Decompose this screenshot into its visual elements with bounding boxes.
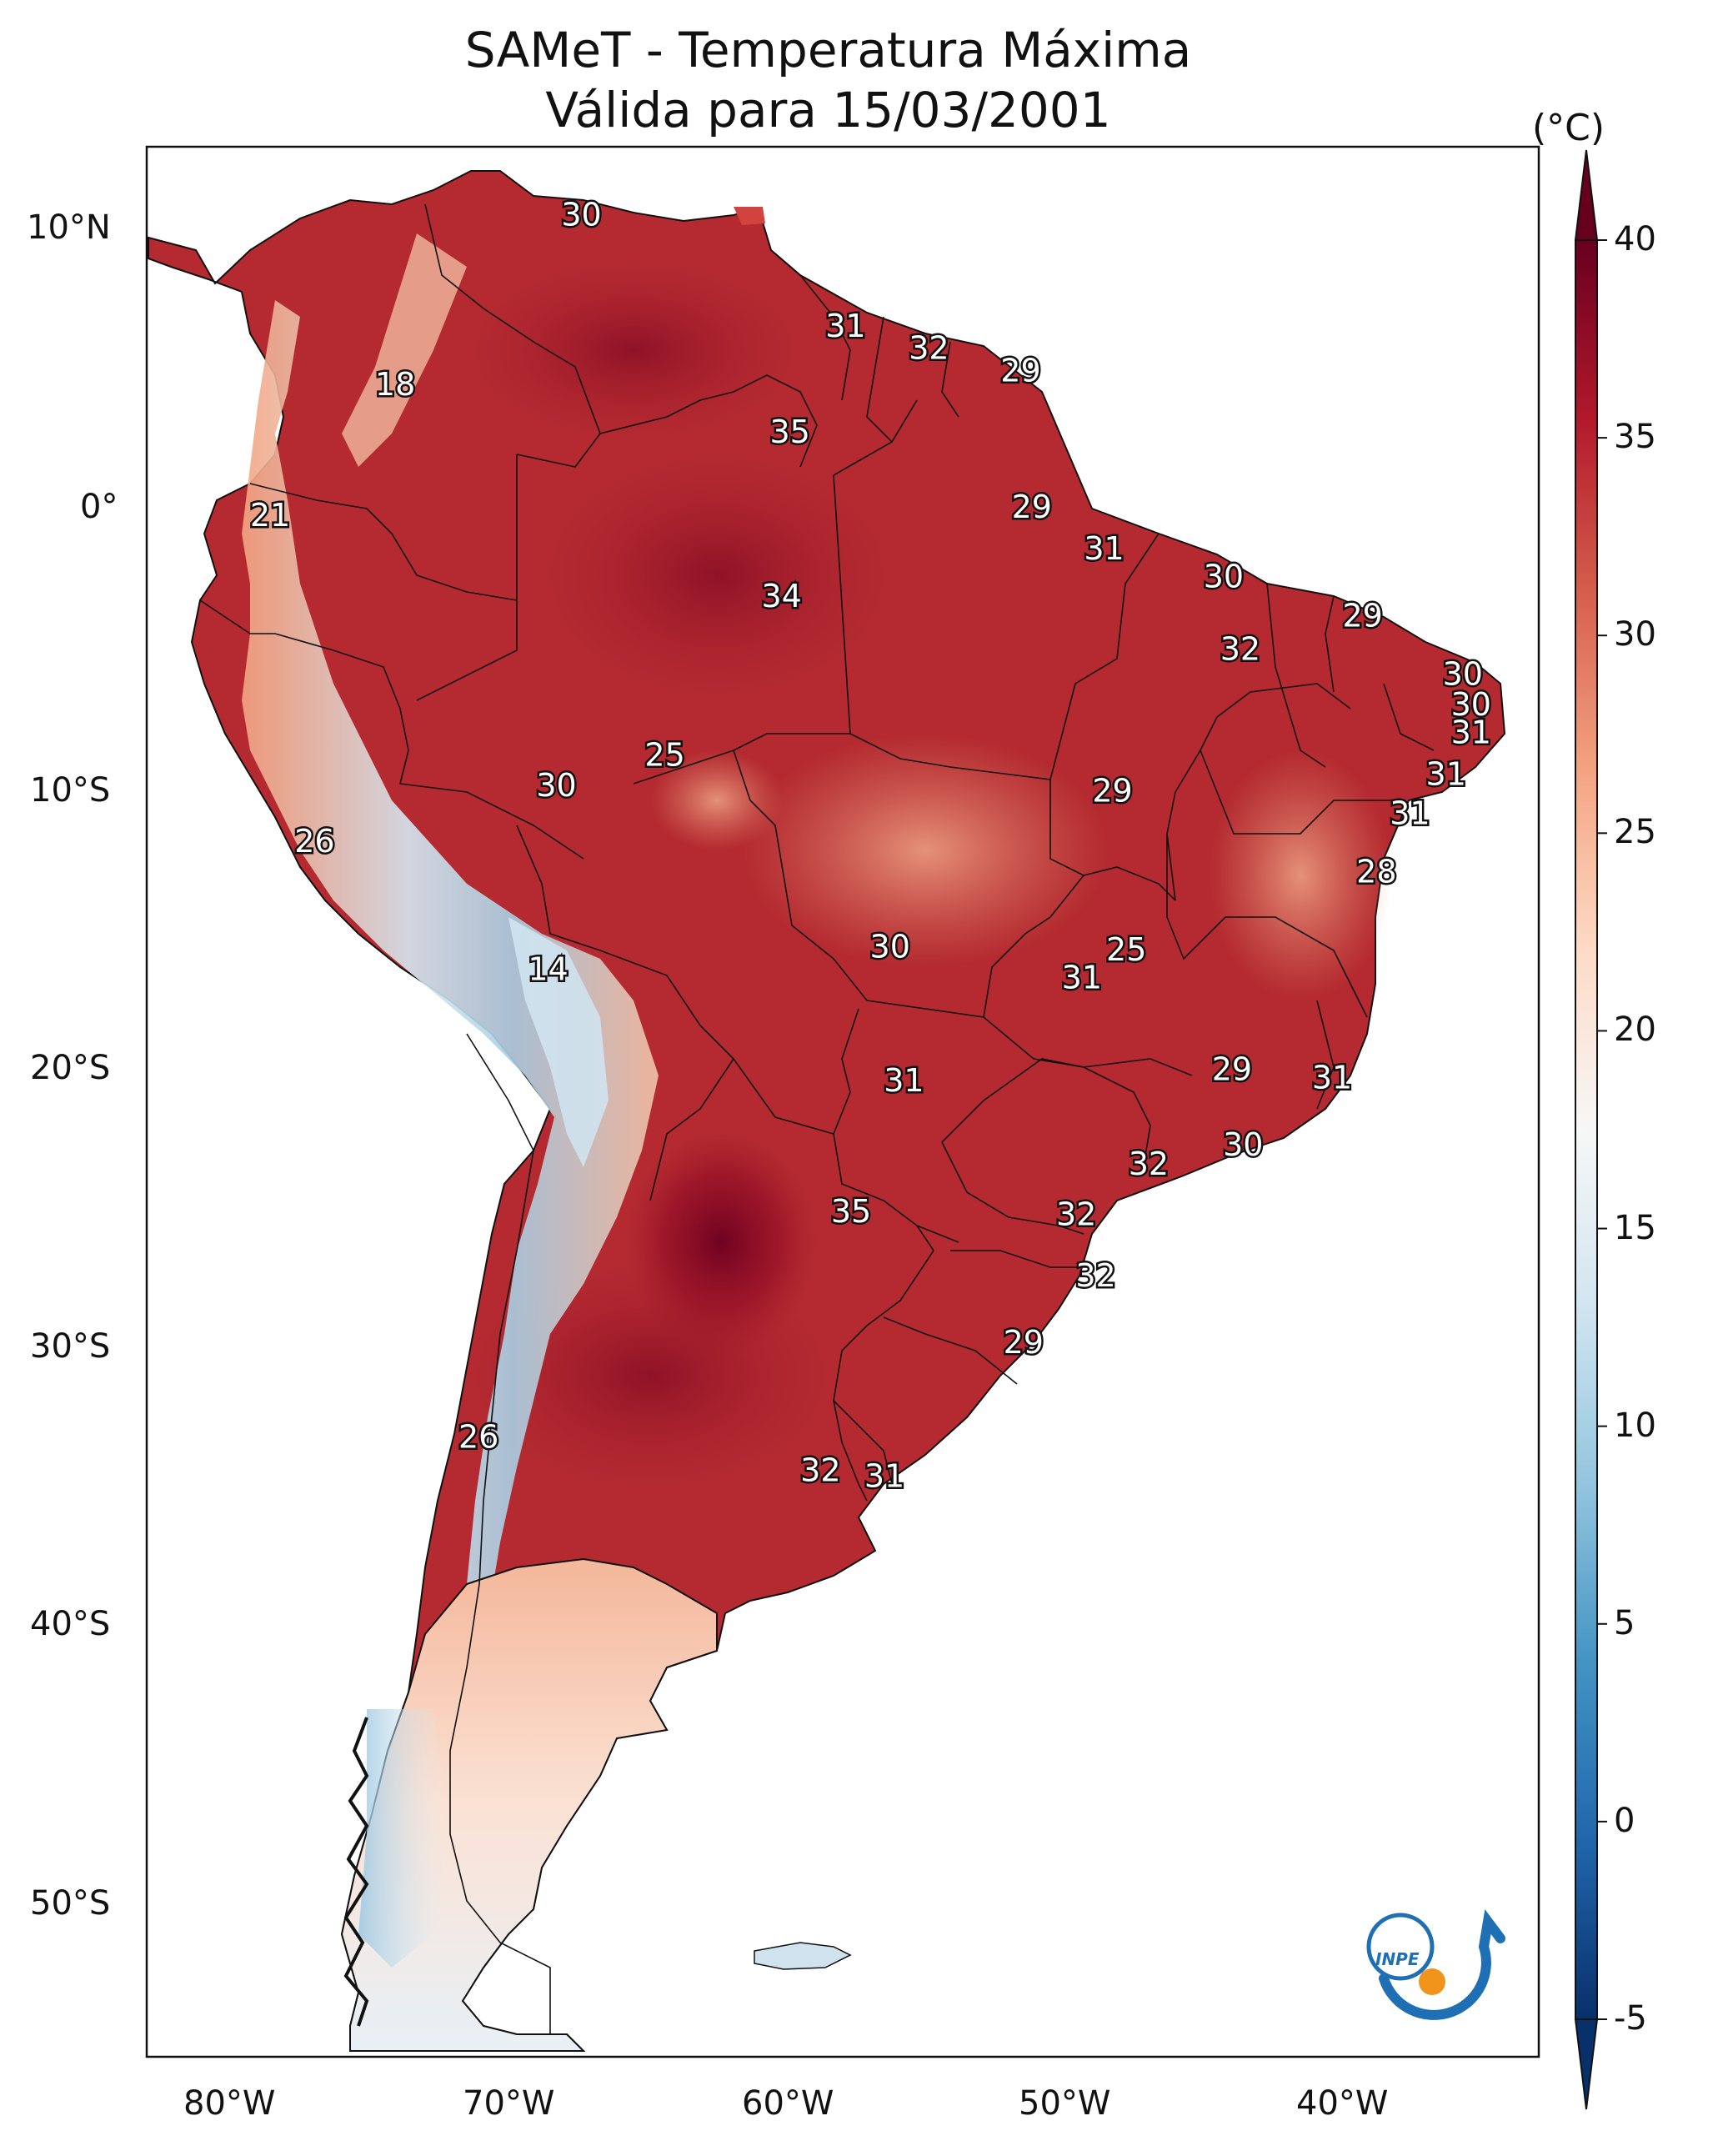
lon-label-50w: 50°W [1019, 2084, 1111, 2123]
station-value-label: 31 [1390, 795, 1430, 831]
caribbean-islands [734, 207, 765, 225]
station-value-label: 29 [1004, 1324, 1044, 1361]
station-value-label: 28 [1356, 854, 1396, 890]
lon-label-70w: 70°W [463, 2084, 555, 2123]
colorbar-tick-label: 25 [1614, 813, 1656, 852]
inpe-logo: INPE [1366, 1909, 1505, 2020]
station-value-label: 32 [1220, 630, 1260, 667]
colorbar-tick-label: 35 [1614, 418, 1656, 457]
lon-label-40w: 40°W [1296, 2084, 1389, 2123]
patagonia-region [340, 1557, 718, 2052]
station-value-label: 30 [1204, 559, 1244, 595]
station-value-label: 30 [561, 196, 601, 233]
station-value-label: 31 [1062, 959, 1102, 995]
north-hotspot [467, 258, 800, 442]
station-value-label: 31 [1451, 714, 1491, 751]
station-value-label: 32 [1075, 1257, 1115, 1294]
bahia-cool [1209, 750, 1392, 1000]
station-value-label: 35 [831, 1193, 871, 1230]
lat-label-0: 0° [80, 488, 118, 526]
station-value-label: 32 [909, 330, 949, 367]
colorbar-bottom-arrow [1574, 2018, 1599, 2110]
colorbar-tick-label: 30 [1614, 615, 1656, 654]
station-value-label: 31 [1084, 530, 1124, 567]
station-value-label: 31 [864, 1457, 904, 1494]
map-subtitle: Válida para 15/03/2001 [545, 82, 1111, 138]
station-value-label: 26 [294, 823, 334, 860]
station-value-label: 26 [458, 1419, 498, 1456]
colorbar-tick-label: 5 [1614, 1603, 1635, 1642]
amazon-hotspot [542, 450, 892, 700]
map-title: SAMeT - Temperatura Máxima [464, 22, 1192, 78]
station-value-label: 32 [1056, 1196, 1096, 1232]
station-value-label: 32 [800, 1452, 840, 1489]
lat-label-40s: 40°S [30, 1605, 111, 1643]
colombia-andes [342, 233, 467, 467]
station-value-label: 31 [825, 308, 865, 344]
station-value-label: 32 [1129, 1146, 1169, 1182]
country-borders [199, 203, 1435, 2034]
station-value-label: 30 [1223, 1126, 1263, 1163]
chile-fjords [343, 1717, 369, 2027]
colorbar-tick-label: 10 [1614, 1406, 1656, 1445]
station-value-label: 29 [1092, 773, 1132, 810]
colorbar-gradient [1575, 239, 1598, 2020]
colorbar-tick-label: 15 [1614, 1208, 1656, 1247]
station-value-label: 31 [1312, 1060, 1352, 1096]
lat-label-20s: 20°S [30, 1049, 111, 1087]
lat-label-10s: 10°S [30, 771, 111, 810]
colorbar-tick-label: 40 [1614, 220, 1656, 258]
lon-label-80w: 80°W [183, 2084, 276, 2123]
colorbar-tick-label: 20 [1614, 1010, 1656, 1050]
map-frame [145, 145, 1540, 2058]
station-value-label: 30 [1451, 686, 1491, 723]
station-value-label: 21 [250, 497, 290, 534]
colorbar-tick-label: -5 [1614, 1999, 1647, 2038]
station-value-label: 31 [884, 1062, 924, 1099]
station-value-label: 29 [1012, 489, 1052, 525]
station-value-label: 30 [1443, 655, 1483, 692]
lon-label-60w: 60°W [742, 2084, 834, 2123]
colorbar [1574, 149, 1607, 2110]
station-value-label: 29 [1212, 1051, 1252, 1088]
station-value-label: 34 [761, 578, 801, 614]
rondonia-cool [650, 750, 784, 850]
colorbar-tick-label: 0 [1614, 1801, 1635, 1840]
station-value-label: 30 [536, 767, 576, 804]
falkland-islands [754, 1942, 852, 1970]
station-value-label: 35 [769, 414, 809, 450]
patagonia-west-cold [358, 1709, 450, 1968]
station-value-label: 29 [1343, 597, 1383, 634]
lat-label-10n: 10°N [27, 208, 111, 247]
colorbar-top-arrow [1574, 149, 1599, 241]
station-value-label: 18 [375, 366, 415, 403]
station-value-label: 25 [644, 736, 684, 773]
inpe-logo-text: INPE [1375, 1949, 1420, 1969]
andes-cold-band [242, 300, 659, 1667]
lat-label-50s: 50°S [30, 1884, 111, 1923]
station-value-label: 31 [1426, 756, 1466, 793]
station-value-label: 29 [1000, 352, 1040, 389]
altiplano-cold [508, 917, 609, 1167]
station-value-label: 14 [528, 950, 568, 987]
colorbar-unit: (°C) [1532, 107, 1605, 149]
station-value-label: 30 [870, 929, 910, 965]
cerrado-cool [742, 734, 1109, 967]
lat-label-30s: 30°S [30, 1327, 111, 1366]
station-value-label: 25 [1106, 931, 1146, 968]
